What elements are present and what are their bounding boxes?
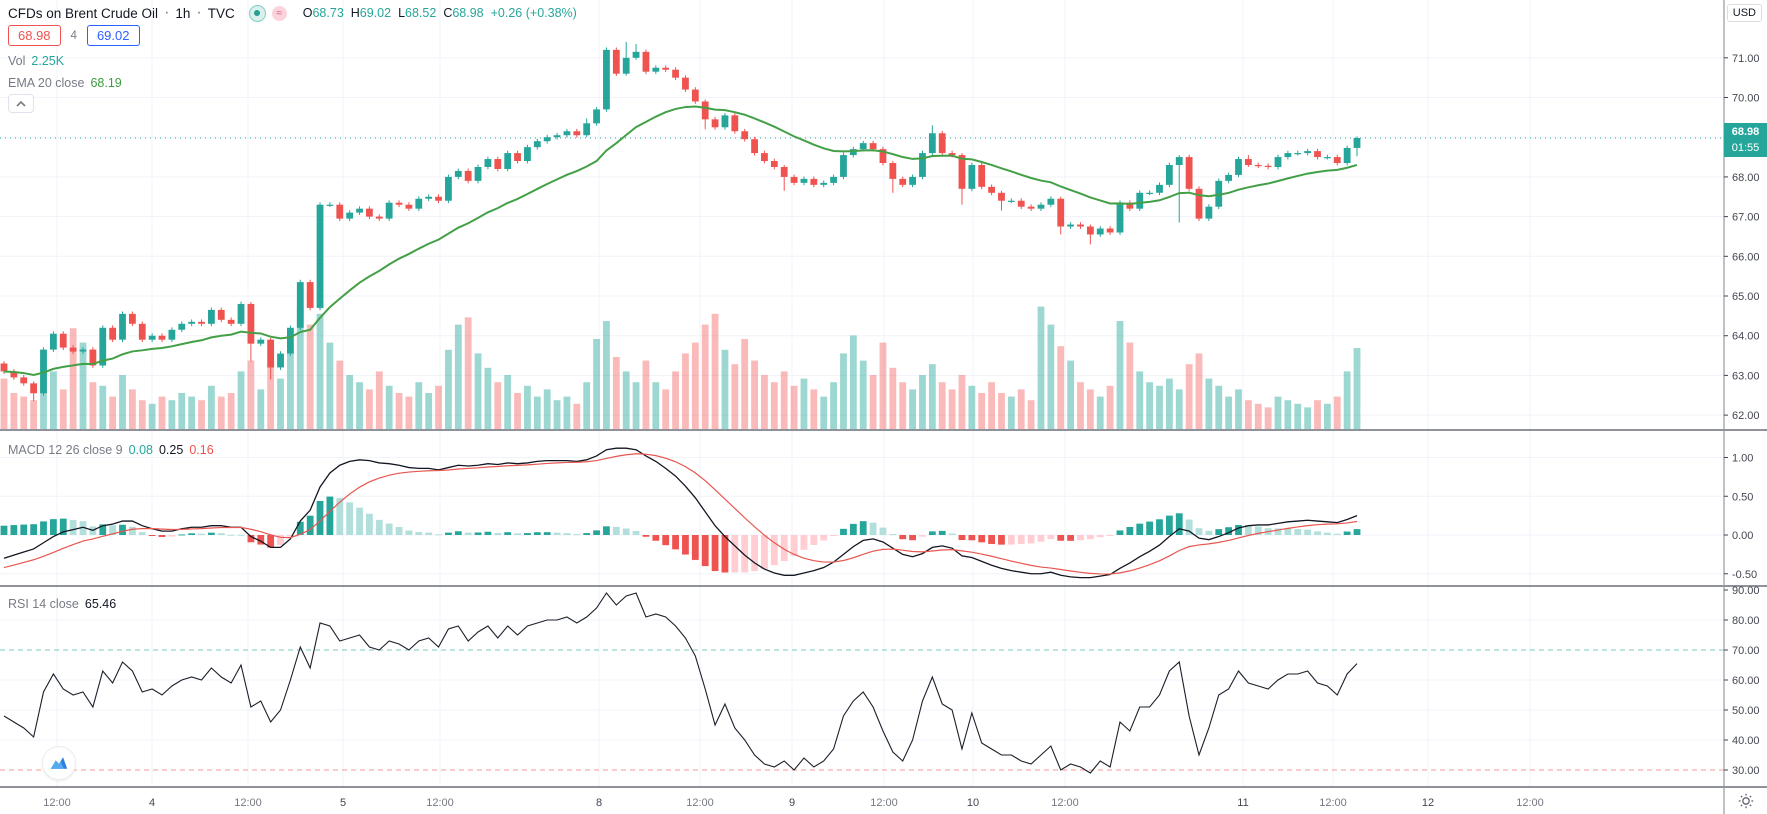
rsi-line — [3, 592, 1358, 774]
collapse-legend-button[interactable] — [8, 94, 34, 113]
volume-legend[interactable]: Vol 2.25K — [8, 54, 64, 68]
svg-text:80.00: 80.00 — [1732, 615, 1760, 627]
current-price-tag[interactable]: 68.98 01:55 — [1724, 123, 1767, 157]
mountain-logo-icon — [50, 757, 68, 769]
svg-text:60.00: 60.00 — [1732, 675, 1760, 687]
svg-text:1.00: 1.00 — [1732, 453, 1753, 465]
current-price-value: 68.98 — [1731, 126, 1760, 138]
volume-label: Vol — [8, 54, 26, 68]
svg-text:12:00: 12:00 — [234, 797, 262, 809]
macd-line — [3, 447, 1358, 579]
rsi-legend[interactable]: RSI 14 close 65.46 — [8, 597, 116, 611]
low-value: 68.52 — [405, 6, 437, 20]
svg-text:40.00: 40.00 — [1732, 735, 1760, 747]
svg-text:65.00: 65.00 — [1732, 291, 1760, 303]
rsi-value: 65.46 — [84, 597, 117, 611]
svg-text:67.00: 67.00 — [1732, 212, 1760, 224]
svg-text:66.00: 66.00 — [1732, 251, 1760, 263]
open-value: 68.73 — [312, 6, 344, 20]
svg-text:9: 9 — [789, 797, 795, 809]
svg-text:12: 12 — [1422, 797, 1434, 809]
ask-button[interactable]: 69.02 — [86, 25, 140, 46]
symbol-title: CFDs on Brent Crude Oil — [8, 5, 159, 21]
separator-dot: · — [164, 4, 170, 21]
separator-dot: · — [196, 4, 202, 21]
time-axis-background[interactable] — [0, 787, 1767, 814]
ohlc-readout: O68.73 H69.02 L68.52 C68.98 +0.26 (+0.38… — [302, 6, 577, 20]
svg-text:-0.50: -0.50 — [1732, 569, 1757, 581]
price-axis-labels: 71.00 70.00 68.00 67.00 66.00 65.00 64.00 63.00… — [1724, 53, 1760, 777]
svg-text:12:00: 12:00 — [686, 797, 714, 809]
svg-text:70.00: 70.00 — [1732, 93, 1760, 105]
exchange-label: TVC — [207, 5, 235, 21]
rsi-label: RSI 14 close — [8, 597, 79, 611]
svg-text:8: 8 — [596, 797, 602, 809]
svg-text:50.00: 50.00 — [1732, 705, 1760, 717]
svg-text:12:00: 12:00 — [870, 797, 898, 809]
approx-data-icon[interactable]: ≈ — [271, 5, 287, 21]
timezone-settings-button[interactable] — [1737, 792, 1754, 809]
ema-line — [3, 105, 1358, 377]
svg-text:4: 4 — [149, 797, 155, 809]
svg-text:0.00: 0.00 — [1732, 530, 1753, 542]
svg-text:12:00: 12:00 — [1051, 797, 1079, 809]
macd-line-value: 0.25 — [158, 443, 184, 457]
svg-text:64.00: 64.00 — [1732, 331, 1760, 343]
ema-legend[interactable]: EMA 20 close 68.19 — [8, 76, 122, 90]
macd-signal-value: 0.16 — [189, 443, 214, 457]
svg-text:10: 10 — [967, 797, 979, 809]
macd-histogram — [0, 496, 1361, 573]
candles-layer — [0, 41, 1361, 402]
market-status-icon[interactable] — [248, 4, 266, 22]
volume-bars — [0, 306, 1361, 429]
svg-text:71.00: 71.00 — [1732, 53, 1760, 65]
macd-legend[interactable]: MACD 12 26 close 9 0.08 0.25 0.16 — [8, 443, 214, 457]
svg-text:12:00: 12:00 — [426, 797, 454, 809]
time-axis-labels[interactable]: 12:00 4 12:00 5 12:00 8 12:00 9 12:00 10 12:00 11 12… — [43, 797, 1544, 809]
svg-text:12:00: 12:00 — [43, 797, 71, 809]
ema-label: EMA 20 close — [8, 76, 85, 90]
volume-value: 2.25K — [31, 54, 65, 68]
close-value: 68.98 — [452, 6, 484, 20]
spread-value: 4 — [70, 29, 77, 42]
svg-text:0.50: 0.50 — [1732, 491, 1753, 503]
svg-text:5: 5 — [340, 797, 346, 809]
change-value: +0.26 (+0.38%) — [490, 6, 577, 20]
ema-value: 68.19 — [90, 76, 122, 90]
svg-text:63.00: 63.00 — [1732, 370, 1760, 382]
svg-text:68.00: 68.00 — [1732, 172, 1760, 184]
chevron-up-icon — [16, 100, 26, 107]
svg-text:90.00: 90.00 — [1732, 585, 1760, 597]
interval-label: 1h — [175, 5, 191, 21]
bid-button[interactable]: 68.98 — [8, 25, 61, 46]
tradingview-logo[interactable] — [42, 746, 76, 780]
svg-text:12:00: 12:00 — [1516, 797, 1544, 809]
macd-signal-line — [3, 453, 1358, 575]
high-value: 69.02 — [359, 6, 392, 20]
svg-text:30.00: 30.00 — [1732, 765, 1760, 777]
gear-icon — [1738, 793, 1753, 808]
macd-label: MACD 12 26 close 9 — [8, 443, 123, 457]
currency-button[interactable]: USD — [1726, 4, 1762, 22]
macd-hist-value: 0.08 — [128, 443, 153, 457]
svg-text:62.00: 62.00 — [1732, 410, 1760, 422]
quote-row: 68.98 4 69.02 — [8, 25, 140, 46]
gridlines — [0, 0, 1724, 787]
svg-text:11: 11 — [1237, 797, 1248, 809]
symbol-header[interactable]: CFDs on Brent Crude Oil · 1h · TVC ≈ O68… — [8, 4, 577, 22]
svg-text:70.00: 70.00 — [1732, 645, 1760, 657]
svg-text:12:00: 12:00 — [1319, 797, 1347, 809]
bar-countdown: 01:55 — [1731, 142, 1760, 154]
